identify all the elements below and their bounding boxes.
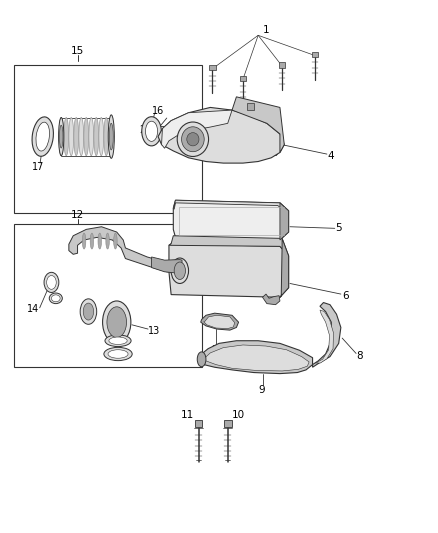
Ellipse shape xyxy=(84,117,88,156)
Ellipse shape xyxy=(44,272,59,293)
Ellipse shape xyxy=(74,117,79,156)
Polygon shape xyxy=(204,316,235,328)
Ellipse shape xyxy=(80,299,97,324)
Ellipse shape xyxy=(114,233,117,249)
Ellipse shape xyxy=(197,352,206,367)
Text: 8: 8 xyxy=(356,351,363,361)
Ellipse shape xyxy=(94,117,99,156)
Text: 4: 4 xyxy=(328,151,334,161)
Text: 7: 7 xyxy=(212,345,218,356)
Polygon shape xyxy=(173,200,289,213)
Bar xyxy=(194,419,202,427)
Ellipse shape xyxy=(104,117,109,156)
Ellipse shape xyxy=(51,295,60,302)
Polygon shape xyxy=(280,238,289,297)
Bar xyxy=(224,419,232,427)
Polygon shape xyxy=(313,303,341,367)
Ellipse shape xyxy=(90,233,94,249)
Polygon shape xyxy=(173,200,289,240)
Ellipse shape xyxy=(59,117,64,156)
Polygon shape xyxy=(280,203,289,240)
Text: 13: 13 xyxy=(148,326,160,336)
Ellipse shape xyxy=(82,233,86,249)
Ellipse shape xyxy=(99,117,104,156)
Text: 2: 2 xyxy=(140,125,146,135)
Polygon shape xyxy=(232,97,284,152)
Bar xyxy=(14,65,201,214)
Ellipse shape xyxy=(109,337,127,344)
Ellipse shape xyxy=(64,117,69,156)
Ellipse shape xyxy=(171,258,188,284)
Bar xyxy=(240,76,246,81)
Ellipse shape xyxy=(79,117,84,156)
Ellipse shape xyxy=(69,117,74,156)
Bar xyxy=(279,62,285,68)
Text: 10: 10 xyxy=(232,410,245,420)
Ellipse shape xyxy=(104,348,132,361)
Ellipse shape xyxy=(109,117,114,156)
Text: 16: 16 xyxy=(152,106,164,116)
Ellipse shape xyxy=(47,276,56,289)
Bar xyxy=(209,65,215,70)
Ellipse shape xyxy=(60,125,63,148)
Ellipse shape xyxy=(32,117,53,156)
Ellipse shape xyxy=(174,262,185,279)
Polygon shape xyxy=(199,341,313,374)
Text: 11: 11 xyxy=(181,410,194,420)
Ellipse shape xyxy=(142,117,161,146)
Bar xyxy=(14,224,201,367)
Ellipse shape xyxy=(49,293,62,304)
Text: 6: 6 xyxy=(342,290,349,301)
Text: 5: 5 xyxy=(336,223,342,233)
Text: 17: 17 xyxy=(32,163,45,172)
Polygon shape xyxy=(158,108,284,163)
Ellipse shape xyxy=(102,301,131,343)
Text: 12: 12 xyxy=(71,210,84,220)
Polygon shape xyxy=(316,310,333,363)
Polygon shape xyxy=(201,313,239,330)
Bar xyxy=(247,103,254,110)
Text: 14: 14 xyxy=(27,304,39,314)
Ellipse shape xyxy=(98,233,102,249)
Ellipse shape xyxy=(187,133,199,146)
Ellipse shape xyxy=(59,117,64,156)
Polygon shape xyxy=(162,110,232,148)
Text: 1: 1 xyxy=(262,25,269,35)
Ellipse shape xyxy=(110,123,113,150)
Ellipse shape xyxy=(106,233,110,249)
Text: 9: 9 xyxy=(258,385,265,395)
Text: 3: 3 xyxy=(271,148,278,158)
Ellipse shape xyxy=(108,350,128,358)
Ellipse shape xyxy=(145,121,158,141)
Polygon shape xyxy=(262,294,280,305)
Polygon shape xyxy=(152,257,182,273)
Polygon shape xyxy=(169,244,289,297)
Text: 15: 15 xyxy=(71,46,84,56)
Ellipse shape xyxy=(107,307,127,337)
Polygon shape xyxy=(169,236,289,256)
Bar xyxy=(179,207,284,235)
Ellipse shape xyxy=(105,335,131,346)
Ellipse shape xyxy=(36,122,49,151)
Ellipse shape xyxy=(108,115,114,158)
Ellipse shape xyxy=(89,117,94,156)
Polygon shape xyxy=(69,227,182,273)
Bar xyxy=(312,52,318,57)
Ellipse shape xyxy=(177,122,208,157)
Ellipse shape xyxy=(182,127,204,152)
Ellipse shape xyxy=(83,303,94,320)
Polygon shape xyxy=(203,345,309,371)
